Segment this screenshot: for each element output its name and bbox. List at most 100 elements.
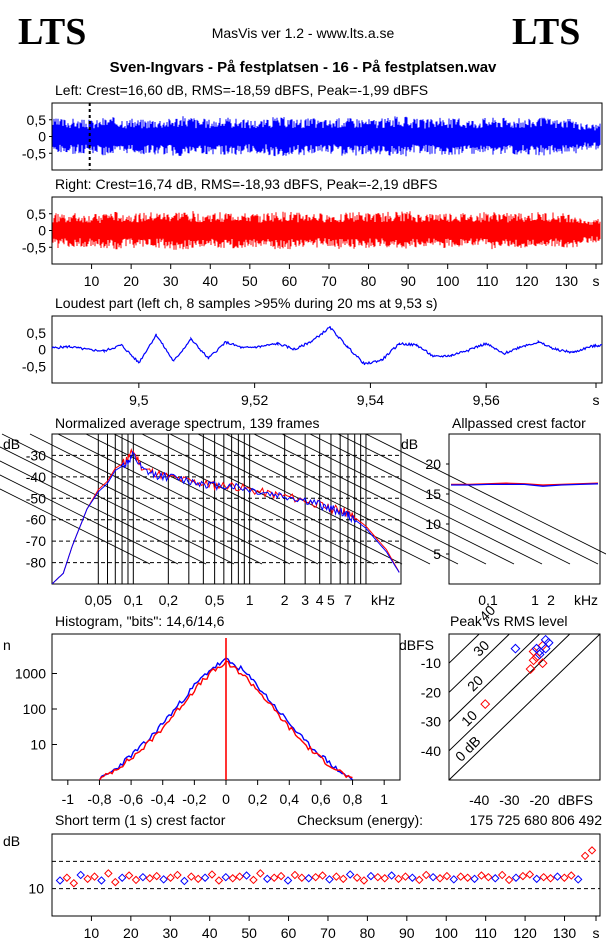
app-title: MasVis ver 1.2 - www.lts.a.se [212,25,395,41]
spectrum-ytick: -30 [26,447,46,463]
spectrum-slope [113,433,375,565]
spectrum-xtick: kHz [371,592,395,608]
shortterm-point [511,873,521,882]
shortterm-xtick: 10 [84,925,100,941]
shortterm-point [276,871,286,881]
loudest-ytick: -0,5 [22,358,46,374]
spectrum-xtick: 0,5 [205,592,225,608]
peakrms-diag-label: 0 dB [452,733,484,765]
right-ytick: 0,5 [27,206,47,222]
shortterm-point [97,876,106,885]
spectrum-xtick: 1 [246,592,254,608]
shortterm-point [456,872,465,881]
loudest-xtick: 9,5 [129,392,149,408]
peakrms-diag [449,634,541,722]
shortterm-point [573,875,583,884]
shortterm-xtick: 20 [123,925,139,941]
shortterm-title: Short term (1 s) crest factor [55,812,226,828]
peakrms-point [480,699,491,710]
allpass-ylabel: dB [401,436,418,452]
histogram-xtick: 0 [222,791,230,807]
peakrms-frame [448,633,601,781]
shortterm-point [470,874,479,884]
shortterm-point [290,870,300,880]
file-title: Sven-Ingvars - På festplatsen - 16 - På … [110,59,497,76]
shortterm-point [532,874,541,884]
spectrum-xtick: 0,05 [85,592,112,608]
allpass-xtick: 1 [531,592,539,608]
shortterm-point [497,870,507,880]
peakrms-point [510,643,521,654]
spectrum-ytick: -50 [26,490,46,506]
spectrum-slope [281,433,543,565]
spectrum-xtick: 4 [316,592,324,608]
histogram-xtick: -0,6 [119,791,143,807]
spectrum-xtick: 0,1 [124,592,144,608]
shortterm-point [90,872,99,881]
shortterm-point [131,875,141,885]
allpass-ytick: 10 [425,516,441,532]
shortterm-point [55,876,65,885]
allpass-ytick: 15 [425,486,441,502]
shortterm-point [560,873,569,882]
peakrms-point [531,643,542,654]
peakrms-ytick: -10 [421,655,441,671]
shortterm-point [325,875,334,884]
shortterm-point [214,876,224,885]
shortterm-point [304,874,313,883]
peakrms-point [531,652,542,663]
shortterm-xtick: 50 [241,925,257,941]
shortterm-point [221,872,231,882]
right-ytick: -0,5 [22,239,46,255]
spectrum-slope [29,433,291,565]
peakrms-point [543,637,554,648]
shortterm-point [76,870,85,880]
shortterm-point [228,874,237,883]
allpass-title: Allpassed crest factor [452,415,586,431]
allpass-xtick: kHz [574,592,598,608]
right-ytick: 0 [38,223,46,239]
logo-left: LTS [18,11,86,53]
shortterm-xtick: 120 [513,925,537,941]
right-xtick: 90 [400,273,416,289]
shortterm-xtick: 60 [281,925,297,941]
shortterm-point [380,874,389,883]
shortterm-point [442,871,452,881]
shortterm-point [491,874,500,883]
shortterm-point [394,874,403,884]
spectrum-slope [0,474,179,565]
histogram-xtick: 0,8 [343,791,363,807]
shortterm-ytick: 10 [28,881,44,897]
shortterm-xtick: 130 [553,925,577,941]
shortterm-point [435,874,445,883]
shortterm-point [421,870,431,880]
histogram-xtick: -0,8 [87,791,111,807]
shortterm-point [124,871,134,880]
shortterm-point [173,870,182,880]
shortterm-point [187,872,196,881]
peakrms-point [540,634,551,645]
checksum-value: 175 725 680 806 492 [470,812,603,828]
shortterm-xtick: 80 [360,925,376,941]
spectrum-slope [85,433,347,565]
peakrms-ytick: -40 [421,743,441,759]
spectrum-slope [141,433,403,565]
spectrum-slope [309,433,571,565]
shortterm-point [249,875,258,885]
peakrms-ylabel: dBFS [399,637,434,653]
shortterm-point [339,874,348,884]
shortterm-xtick: 30 [162,925,178,941]
spectrum-slope [225,433,487,565]
peakrms-point [534,646,545,657]
shortterm-point [525,870,535,879]
spectrum-slope [253,433,515,565]
shortterm-point [359,876,369,885]
shortterm-point [242,871,251,880]
peakrms-point [528,646,539,657]
shortterm-point [138,872,148,882]
peakrms-point [537,640,548,651]
spectrum-xtick: 3 [301,592,309,608]
spectrum-slope [0,488,151,565]
spectrum-ylabel: dB [3,436,20,452]
